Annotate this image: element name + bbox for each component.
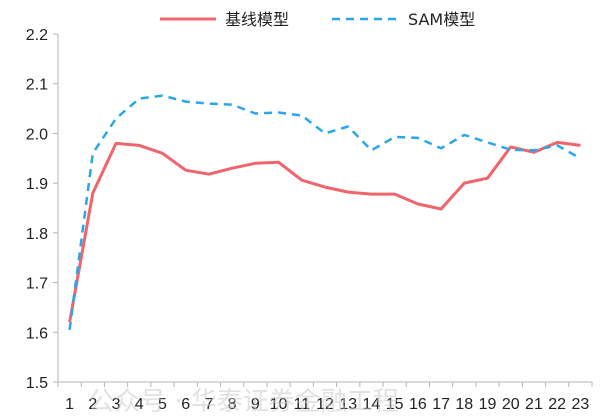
x-tick-label: 19 xyxy=(479,396,497,413)
x-tick-label: 12 xyxy=(316,396,334,413)
x-tick-label: 10 xyxy=(270,396,288,413)
x-tick-label: 3 xyxy=(112,396,121,413)
x-tick-label: 13 xyxy=(339,396,357,413)
x-tick-label: 8 xyxy=(228,396,237,413)
legend-label-sam: SAM模型 xyxy=(408,10,475,29)
y-tick-label: 1.5 xyxy=(26,375,48,392)
legend: 基线模型 SAM模型 xyxy=(160,10,475,29)
x-tick-label: 17 xyxy=(432,396,450,413)
y-tick-label: 2.2 xyxy=(26,27,48,44)
y-tick-labels: 1.5 1.6 1.7 1.8 1.9 2.0 2.1 2.2 xyxy=(26,27,48,392)
x-tick-label: 7 xyxy=(204,396,213,413)
y-tick-label: 1.6 xyxy=(26,325,48,342)
series-line-baseline xyxy=(68,140,581,323)
x-tick-label: 16 xyxy=(409,396,427,413)
x-tick-label: 20 xyxy=(502,396,520,413)
y-tick-label: 1.9 xyxy=(26,176,48,193)
x-tick-label: 11 xyxy=(293,396,310,413)
x-tick-label: 6 xyxy=(181,396,190,413)
x-tick-label: 1 xyxy=(65,396,74,413)
watermark: 公众号 · 华泰证券金融工程 xyxy=(88,387,399,417)
y-tick-label: 2.1 xyxy=(26,77,48,94)
y-tick-label: 1.7 xyxy=(26,276,48,293)
y-tick-label: 1.8 xyxy=(26,226,48,243)
x-tick-label: 15 xyxy=(386,396,404,413)
x-tick-label: 21 xyxy=(525,396,543,413)
axes xyxy=(53,33,593,387)
legend-label-baseline: 基线模型 xyxy=(225,10,289,29)
x-tick-label: 2 xyxy=(88,396,97,413)
series-line-sam xyxy=(68,94,582,330)
x-tick-label: 23 xyxy=(571,396,589,413)
x-tick-label: 18 xyxy=(455,396,473,413)
x-tick-label: 9 xyxy=(251,396,260,413)
x-tick-label: 14 xyxy=(363,396,381,413)
series-lines xyxy=(68,94,582,330)
x-tick-label: 5 xyxy=(158,396,167,413)
x-tick-labels: 1 2 3 4 5 6 7 8 9 10 11 12 13 14 15 16 17 18 19 20 21 22 23 xyxy=(65,396,589,413)
x-tick-label: 22 xyxy=(548,396,566,413)
y-tick-label: 2.0 xyxy=(26,126,48,143)
x-tick-label: 4 xyxy=(135,396,144,413)
